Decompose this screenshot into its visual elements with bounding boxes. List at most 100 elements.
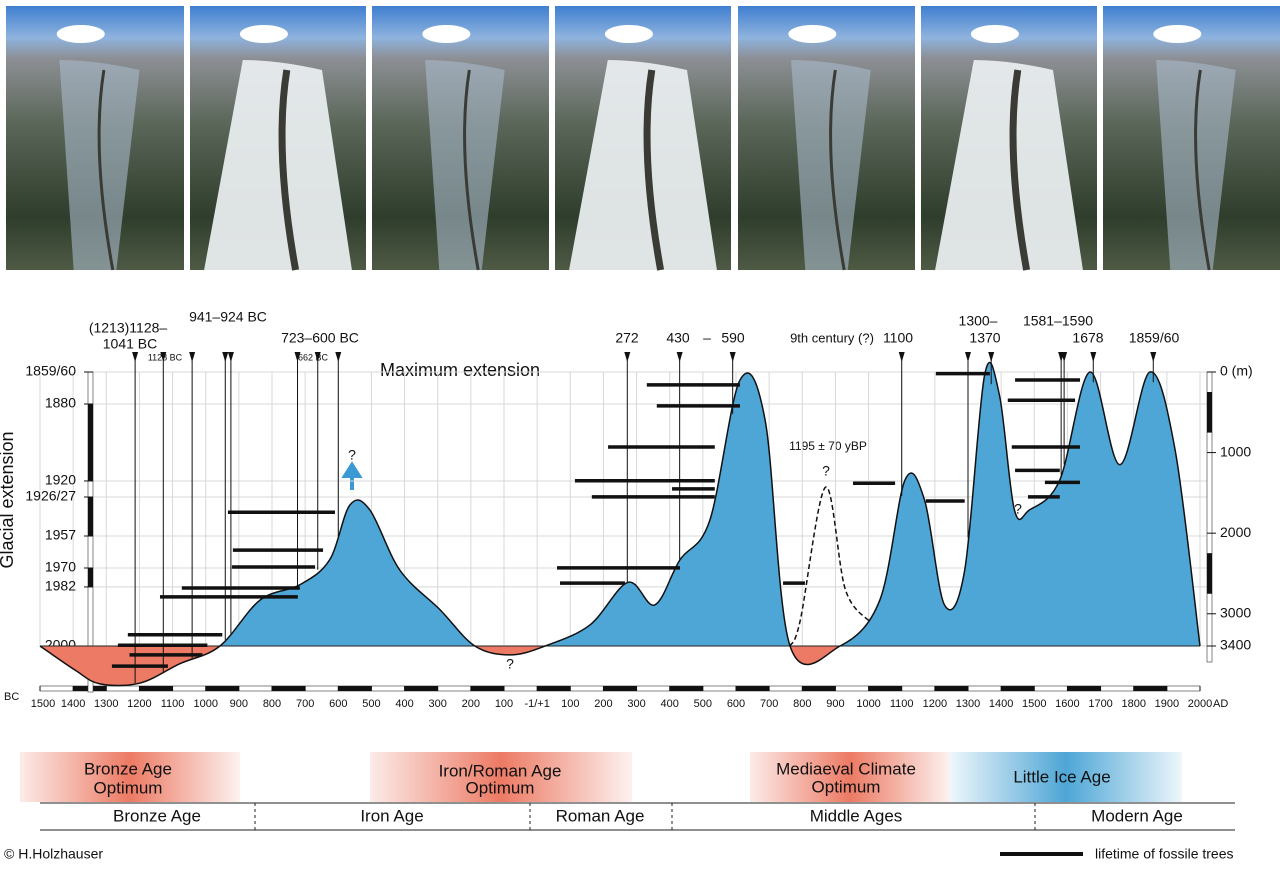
event-arrowhead: [222, 352, 228, 362]
x-tick-label: 400: [661, 698, 679, 710]
x-axis-segment: [537, 686, 570, 691]
x-tick-label: 100: [561, 698, 579, 710]
page: Glacial extension Maximum extension 1195…: [0, 0, 1280, 871]
x-axis-segment: [338, 686, 371, 691]
x-axis-segment: [272, 686, 305, 691]
x-axis-segment: [206, 686, 239, 691]
x-tick-label: 800: [793, 698, 811, 710]
x-axis-segment: [1067, 686, 1100, 691]
event-arrowhead: [677, 352, 683, 362]
x-tick-label: 700: [760, 698, 778, 710]
climate-label: Little Ice Age: [1013, 767, 1110, 786]
event-label: (1213)1128–: [89, 320, 168, 336]
x-axis-end: BC: [4, 691, 19, 703]
cloud: [240, 25, 288, 43]
event-arrowhead: [335, 352, 341, 362]
cloud: [1153, 25, 1201, 43]
y2-axis-segment: [1207, 553, 1212, 594]
x-tick-label: 1400: [989, 698, 1013, 710]
age-label: Iron Age: [360, 806, 423, 825]
x-tick-label: 600: [329, 698, 347, 710]
x-tick-label: 1000: [856, 698, 880, 710]
x-tick-label: 700: [296, 698, 314, 710]
y2-axis-segment: [1207, 392, 1212, 433]
x-tick-label: 1700: [1088, 698, 1112, 710]
event-label: 1859/60: [1129, 330, 1180, 346]
year-tick-label: 1970: [45, 559, 76, 575]
age-label: Modern Age: [1091, 806, 1183, 825]
x-axis-segment: [802, 686, 835, 691]
y-axis-segment: [88, 497, 93, 536]
y2-tick-label: 1000: [1220, 443, 1251, 459]
event-label: 662 BC: [298, 352, 329, 362]
x-tick-label: 900: [826, 698, 844, 710]
event-label: 1678: [1072, 330, 1103, 346]
x-tick-label: 1900: [1155, 698, 1179, 710]
event-label: 1581–1590: [1023, 313, 1093, 329]
x-tick-label: 1200: [923, 698, 947, 710]
event-label: 723–600 BC: [281, 330, 359, 346]
climate-label: Mediaeval Climate: [776, 759, 916, 778]
event-label: 1300–: [959, 313, 998, 329]
x-axis-segment: [1001, 686, 1034, 691]
event-arrowhead: [228, 352, 234, 362]
climate-label: Bronze Age: [84, 759, 172, 778]
age-label: Roman Age: [556, 806, 645, 825]
event-arrowhead: [1150, 352, 1156, 362]
y2-tick-label: 3000: [1220, 604, 1251, 620]
x-axis-segment: [670, 686, 703, 691]
x-tick-label: -1/+1: [524, 698, 549, 710]
x-axis-segment: [405, 686, 438, 691]
x-tick-label: 200: [462, 698, 480, 710]
x-tick-label: 1300: [94, 698, 118, 710]
year-tick-label: 1957: [45, 527, 76, 543]
x-axis-end: AD: [1213, 698, 1228, 710]
credit: © H.Holzhauser: [4, 846, 103, 862]
x-tick-label: 1500: [31, 698, 55, 710]
event-label: 1100: [883, 330, 913, 346]
event-label: 941–924 BC: [189, 309, 267, 325]
event-arrowhead: [899, 352, 905, 362]
x-tick-label: 1300: [956, 698, 980, 710]
cloud: [971, 25, 1019, 43]
x-tick-label: 1800: [1121, 698, 1145, 710]
annotation: 1195 ± 70 yBP: [789, 439, 867, 453]
x-tick-label: 900: [230, 698, 248, 710]
event-arrowhead: [965, 352, 971, 362]
x-tick-label: 500: [362, 698, 380, 710]
event-label: 1041 BC: [103, 336, 157, 352]
x-tick-label: 1100: [161, 698, 185, 710]
climate-label: Optimum: [812, 777, 881, 796]
x-tick-label: 600: [727, 698, 745, 710]
question-mark: ?: [348, 447, 356, 463]
cloud: [422, 25, 470, 43]
event-arrowhead: [730, 352, 736, 362]
y-title-clip: Glacial extension: [0, 431, 17, 568]
year-tick-label: 1920: [45, 472, 76, 488]
x-tick-label: 2000: [1188, 698, 1212, 710]
photo-strip: [6, 6, 1280, 270]
x-tick-label: 1400: [61, 698, 85, 710]
y2-tick-label: 3400: [1220, 637, 1251, 653]
event-label: 430: [666, 330, 690, 346]
x-tick-label: 1000: [193, 698, 217, 710]
event-label: 9th century (?): [790, 330, 874, 345]
x-tick-label: 1500: [1022, 698, 1046, 710]
y-axis-title: Glacial extension: [0, 431, 17, 568]
event-label: –: [703, 330, 711, 346]
event-arrowhead: [1090, 352, 1096, 362]
x-axis-segment: [736, 686, 769, 691]
question-mark: ?: [822, 463, 830, 479]
event-arrowhead: [988, 352, 994, 362]
x-tick-label: 200: [594, 698, 612, 710]
x-axis-segment: [1134, 686, 1167, 691]
advance-area: [40, 362, 1200, 685]
year-tick-label: 1982: [45, 578, 76, 594]
x-axis-segment: [139, 686, 172, 691]
cloud: [605, 25, 653, 43]
year-tick-label: 1880: [45, 395, 76, 411]
cloud: [788, 25, 836, 43]
x-tick-label: 800: [263, 698, 281, 710]
annotation: Maximum extension: [380, 360, 540, 380]
event-label: 1370: [969, 330, 1000, 346]
